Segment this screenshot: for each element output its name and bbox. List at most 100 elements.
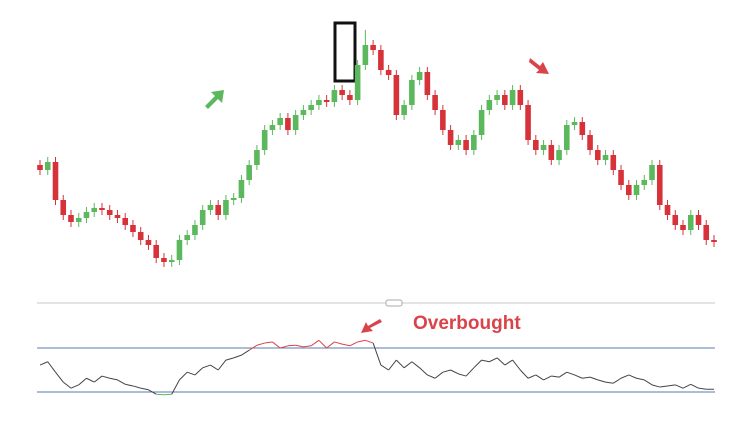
candle-body bbox=[649, 165, 655, 180]
candle-body bbox=[192, 225, 198, 235]
candle-body bbox=[161, 258, 167, 262]
candle-body bbox=[393, 75, 400, 115]
rsi-segment bbox=[675, 384, 684, 389]
candle-body bbox=[300, 110, 307, 115]
rsi-segment bbox=[636, 377, 645, 381]
candle-body bbox=[261, 130, 268, 150]
rsi-segment bbox=[551, 375, 560, 378]
candle-body bbox=[223, 200, 229, 215]
candle-body bbox=[618, 170, 624, 185]
rsi-segment bbox=[543, 375, 552, 381]
rsi-segment bbox=[574, 374, 583, 379]
candle-body bbox=[316, 100, 322, 105]
rsi-segment bbox=[372, 342, 382, 366]
candle-body bbox=[672, 215, 679, 225]
down-arrow bbox=[529, 58, 549, 74]
rsi-segment bbox=[55, 371, 64, 383]
rsi-segment bbox=[690, 383, 699, 389]
candle-body bbox=[331, 90, 338, 102]
rsi-segment bbox=[698, 387, 707, 390]
rsi-segment bbox=[210, 364, 219, 371]
annotation: Overbought bbox=[413, 313, 521, 334]
rsi-segment bbox=[287, 344, 296, 347]
candle-body bbox=[509, 90, 516, 105]
candle-body bbox=[695, 215, 702, 225]
rsi-segment bbox=[86, 377, 95, 383]
rsi-segment bbox=[628, 374, 637, 379]
candle-body bbox=[424, 72, 431, 95]
candle-body bbox=[594, 150, 601, 160]
candle-body bbox=[153, 245, 160, 258]
rsi-segment bbox=[248, 344, 258, 351]
candle-body bbox=[711, 240, 717, 242]
candle-body bbox=[409, 80, 415, 105]
candle-body bbox=[122, 218, 129, 225]
rsi-segment bbox=[512, 359, 521, 371]
rsi-segment bbox=[349, 341, 358, 347]
candle-body bbox=[60, 200, 67, 215]
candle-body bbox=[455, 140, 462, 145]
candle-body bbox=[571, 122, 578, 125]
candle-body bbox=[440, 110, 446, 130]
rsi-segment bbox=[473, 359, 482, 369]
candle-body bbox=[478, 110, 485, 135]
candle-body bbox=[579, 122, 586, 135]
rsi-segment bbox=[651, 384, 660, 388]
rsi-segment bbox=[109, 377, 118, 381]
rsi-segment bbox=[504, 359, 513, 366]
divider-handle[interactable] bbox=[385, 299, 403, 307]
rsi-segment bbox=[380, 364, 389, 371]
candle-body bbox=[587, 135, 593, 150]
candle-body bbox=[230, 198, 237, 200]
candle-body bbox=[75, 218, 82, 222]
rsi-segment bbox=[411, 361, 420, 369]
candle-body bbox=[602, 155, 609, 160]
rsi-segment bbox=[318, 339, 327, 349]
candle-body bbox=[277, 118, 283, 125]
candle-body bbox=[168, 260, 175, 262]
candle-body bbox=[199, 210, 206, 225]
rsi-segment bbox=[388, 359, 397, 371]
rsi-segment bbox=[225, 357, 234, 361]
rsi-segment bbox=[519, 369, 529, 379]
rsi-segment bbox=[194, 367, 204, 376]
rsi-segment bbox=[156, 393, 164, 396]
candle-body bbox=[215, 205, 221, 215]
rsi-segment bbox=[171, 379, 180, 395]
candle-body bbox=[184, 235, 190, 240]
candle-body bbox=[44, 162, 51, 170]
candle-body bbox=[540, 145, 547, 150]
candle-body bbox=[339, 90, 345, 95]
rsi-segment bbox=[450, 369, 459, 375]
rsi-segment bbox=[148, 389, 157, 395]
candle-body bbox=[308, 105, 314, 110]
rsi-segment bbox=[303, 345, 312, 348]
rsi-segment bbox=[256, 342, 265, 346]
candle-body bbox=[401, 105, 407, 115]
candle-body bbox=[486, 100, 493, 110]
rsi-segment bbox=[419, 367, 428, 376]
candle-body bbox=[176, 240, 183, 260]
candle-body bbox=[447, 130, 454, 145]
candle-body bbox=[130, 225, 136, 232]
candle-body bbox=[137, 232, 144, 240]
annotation-arrow bbox=[361, 319, 382, 333]
candle-body bbox=[641, 180, 648, 185]
rsi-segment bbox=[659, 385, 668, 388]
candle-body bbox=[269, 125, 276, 130]
rsi-segment bbox=[396, 359, 405, 369]
candle-body bbox=[238, 180, 245, 198]
rsi-segment bbox=[179, 371, 188, 381]
candle-body bbox=[106, 210, 113, 215]
candle-body bbox=[37, 165, 43, 170]
candle-body bbox=[502, 95, 508, 105]
up-arrow bbox=[205, 90, 224, 109]
rsi-segment bbox=[566, 371, 575, 376]
candle-body bbox=[548, 145, 555, 160]
candle-body bbox=[285, 118, 291, 130]
rsi-segment bbox=[93, 375, 103, 383]
rsi-segment bbox=[403, 361, 413, 369]
rsi-segment bbox=[442, 369, 451, 373]
rsi-segment bbox=[264, 341, 273, 344]
